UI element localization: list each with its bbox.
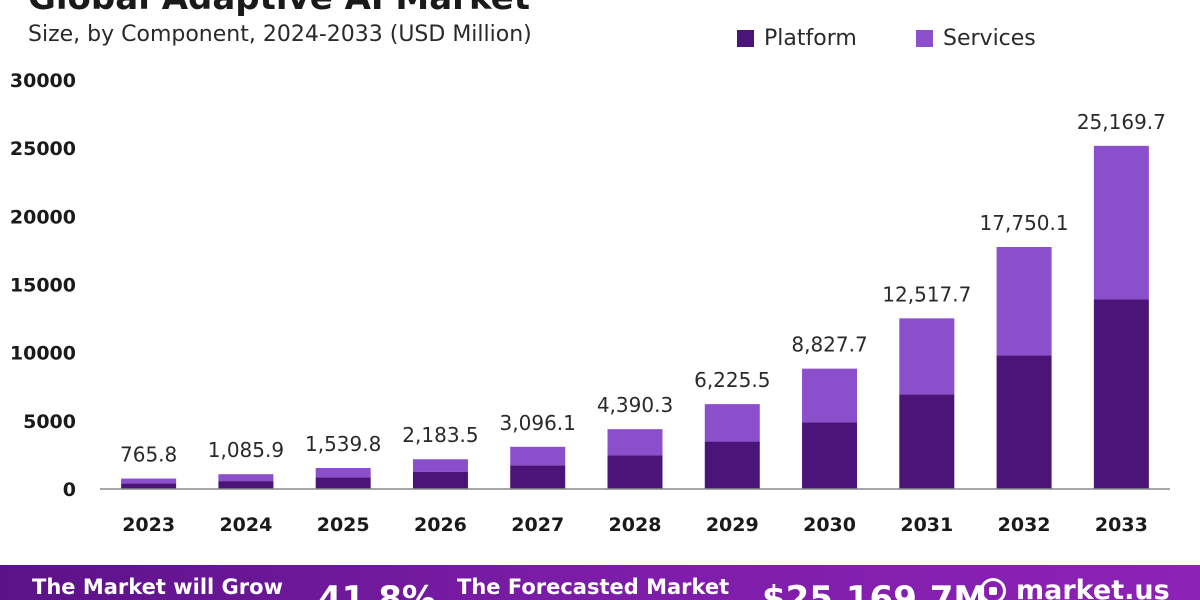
bar-platform-2032 [996, 355, 1052, 489]
data-label-2023: 765.8 [120, 443, 177, 467]
legend-item-platform: Platform [737, 24, 857, 52]
legend-label-services: Services [943, 25, 1036, 51]
data-label-2025: 1,539.8 [305, 432, 381, 456]
x-tick-label-2031: 2031 [900, 514, 953, 536]
bar-platform-2033 [1093, 299, 1149, 489]
data-label-2032: 17,750.1 [980, 211, 1069, 235]
bar-platform-2027 [510, 465, 566, 489]
bar-services-2031 [899, 318, 955, 395]
footer-forecast-label: The Forecasted Market [457, 575, 730, 599]
bar-services-2033 [1093, 145, 1149, 300]
y-tick-label: 20000 [10, 206, 76, 228]
data-label-2024: 1,085.9 [208, 438, 284, 462]
x-tick-label-2024: 2024 [219, 514, 272, 536]
data-label-2026: 2,183.5 [402, 423, 478, 447]
bar-services-2028 [607, 429, 663, 456]
bar-platform-2026 [412, 471, 468, 489]
legend-label-platform: Platform [764, 25, 857, 51]
legend-swatch-platform [737, 29, 754, 47]
bar-platform-2025 [315, 477, 371, 489]
chart-subtitle: Size, by Component, 2024-2033 (USD Milli… [28, 22, 532, 47]
bar-services-2029 [704, 404, 760, 442]
bar-services-2026 [412, 459, 468, 472]
bar-services-2024 [218, 474, 274, 482]
data-label-2030: 8,827.7 [791, 333, 867, 357]
x-tick-label-2027: 2027 [511, 514, 564, 536]
y-tick-label: 15000 [10, 275, 76, 297]
data-label-2031: 12,517.7 [882, 282, 971, 306]
legend-item-services: Services [916, 24, 1036, 52]
x-tick-label-2026: 2026 [414, 514, 467, 536]
bar-platform-2031 [899, 394, 955, 489]
bar-services-2023 [121, 478, 177, 484]
bar-services-2032 [996, 247, 1052, 356]
y-tick-label: 5000 [23, 411, 76, 433]
footer-grow-label: The Market will Grow [32, 575, 283, 599]
data-label-2027: 3,096.1 [500, 411, 576, 435]
data-label-2033: 25,169.7 [1077, 110, 1166, 134]
y-tick-label: 10000 [10, 343, 76, 365]
bar-services-2027 [510, 446, 566, 466]
y-tick-label: 25000 [10, 138, 76, 160]
x-tick-label-2028: 2028 [609, 514, 662, 536]
x-tick-label-2032: 2032 [998, 514, 1051, 536]
page-title: Global Adaptive AI Market [28, 0, 530, 18]
x-tick-label-2023: 2023 [122, 514, 175, 536]
footer-cagr-value: 41.8% [318, 579, 436, 600]
data-label-2028: 4,390.3 [597, 393, 673, 417]
x-tick-label-2025: 2025 [317, 514, 370, 536]
bar-platform-2028 [607, 455, 663, 489]
y-tick-label: 0 [63, 479, 76, 501]
bar-platform-2024 [218, 481, 274, 489]
bar-services-2025 [315, 468, 371, 478]
x-tick-label-2033: 2033 [1095, 514, 1148, 536]
bar-services-2030 [802, 368, 858, 423]
legend-swatch-services [916, 29, 933, 47]
bar-platform-2023 [121, 483, 177, 489]
chart-area: 0 5000 10000 15000 20000 25000 30000 765.8 2023 1… [10, 70, 1170, 536]
brand-name: market.us [1016, 575, 1170, 600]
brand-logo[interactable]: market.us [980, 575, 1170, 600]
x-tick-label-2030: 2030 [803, 514, 856, 536]
y-tick-label: 30000 [10, 70, 76, 92]
brand-logo-icon [980, 577, 1006, 600]
footer-banner: The Market will Grow 41.8% The Forecaste… [0, 565, 1200, 600]
x-tick-label-2029: 2029 [706, 514, 759, 536]
bar-platform-2030 [802, 422, 858, 489]
footer-forecast-value: $25,169.7M [762, 579, 988, 600]
data-label-2029: 6,225.5 [694, 368, 770, 392]
bar-platform-2029 [704, 441, 760, 489]
